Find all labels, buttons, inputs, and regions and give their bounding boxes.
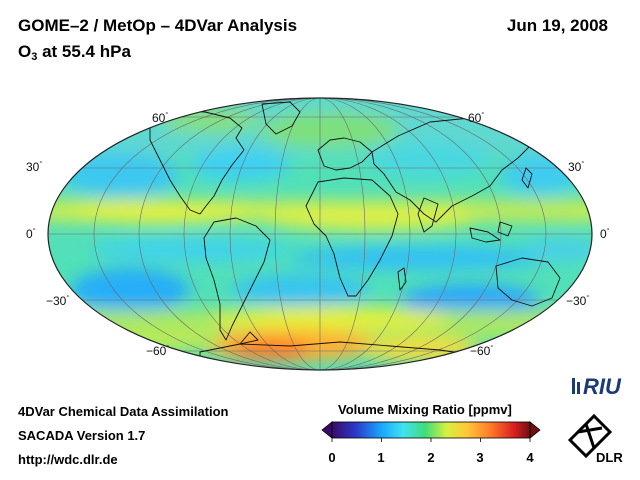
riu-logo-icon (572, 378, 580, 394)
lat-label-left-minus60: −60° (146, 344, 170, 358)
colorbar-tick-0: 0 (328, 450, 336, 465)
lat-label-right-60: 60° (468, 111, 485, 125)
lat-label-left-minus30: −30° (46, 294, 70, 308)
colorbar-tick-4: 4 (526, 450, 534, 465)
globe-outline (47, 97, 593, 371)
dlr-logo-text: DLR (596, 450, 623, 465)
credit-line-1: 4DVar Chemical Data Assimilation (18, 404, 229, 419)
colorbar-gradient (331, 421, 531, 439)
map-subtitle: O3 at 55.4 hPa (18, 42, 131, 63)
colorbar-tick-3: 3 (476, 450, 484, 465)
credit-line-2: SACADA Version 1.7 (18, 428, 146, 443)
analysis-date: Jun 19, 2008 (506, 16, 608, 35)
lat-label-left-0: 0° (26, 227, 36, 241)
lat-label-left-30: 30° (26, 160, 43, 174)
coastlines (149, 101, 561, 370)
colorbar-tick-2: 2 (427, 450, 435, 465)
graticule (48, 98, 592, 370)
lat-label-left-60: 60° (152, 111, 169, 125)
map-title: GOME–2 / MetOp – 4DVar Analysis (18, 16, 298, 35)
colorbar-under-arrow (321, 421, 333, 439)
dlr-logo-icon (567, 413, 613, 459)
credit-url[interactable]: http://wdc.dlr.de (18, 452, 118, 467)
colorbar-title: Volume Mixing Ratio [ppmv] (338, 402, 512, 417)
colorbar-over-arrow (529, 421, 541, 439)
lat-label-right-minus60: −60° (470, 344, 494, 358)
colorbar-tick-1: 1 (377, 450, 385, 465)
lat-label-right-30: 30° (568, 160, 585, 174)
colorbar-tick-marks (331, 438, 531, 442)
lat-label-right-0: 0° (600, 227, 610, 241)
lat-label-right-minus30: −30° (566, 294, 590, 308)
riu-logo-text: RIU (583, 374, 621, 399)
colorbar (321, 421, 541, 442)
